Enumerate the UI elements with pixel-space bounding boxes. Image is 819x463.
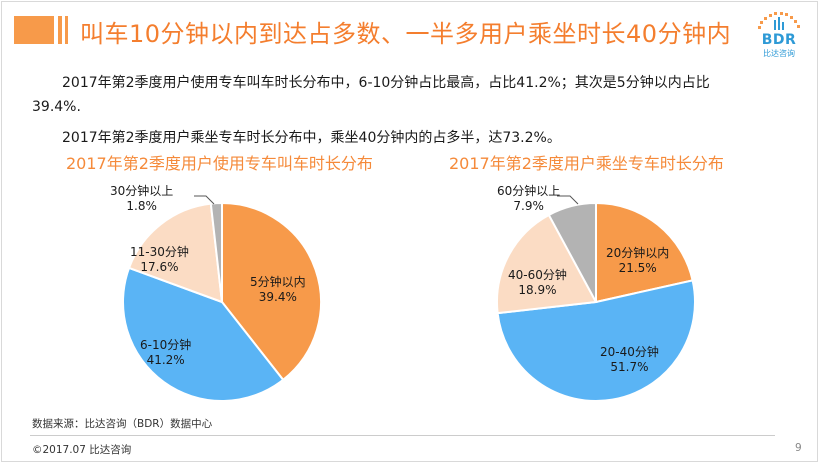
copyright: ©2017.07 比达咨询: [32, 444, 132, 456]
chart-2-leader-line: [557, 195, 579, 205]
footer-divider: [30, 435, 775, 436]
chart-2-slice-1: [595, 201, 694, 304]
logo-subtitle: 比达咨询: [763, 49, 795, 58]
data-source: 数据来源：比达咨询（BDR）数据中心: [32, 418, 213, 430]
chart-1-label-under5: 5分钟以内 39.4%: [250, 275, 306, 304]
logo-arc-icon: [758, 12, 800, 30]
chart-2-label-under20: 20分钟以内 21.5%: [606, 246, 670, 275]
chart-2-label-20-40: 20-40分钟 51.7%: [600, 345, 659, 374]
title-accent-bar: [14, 16, 68, 44]
bdr-logo: BDR 比达咨询: [752, 10, 806, 60]
chart-2-slice-2: [496, 279, 696, 402]
page-number: 9: [795, 442, 802, 454]
chart-2-label-40-60: 40-60分钟 18.9%: [508, 268, 567, 297]
chart-1-slice-1: [221, 201, 322, 382]
summary-paragraph-1-line-1: 2017年第2季度用户使用专车叫车时长分布中，6-10分钟占比最高，占比41.2…: [62, 75, 710, 91]
chart-1-slice-4: [209, 201, 223, 303]
summary-paragraph-1-line-2: 39.4%.: [32, 99, 81, 115]
chart-1-slice-2: [122, 266, 285, 403]
chart-2-label-60plus: 60分钟以上 7.9%: [497, 184, 561, 213]
summary-paragraph-2: 2017年第2季度用户乘坐专车时长分布中，乘坐40分钟内的占多半，达73.2%。: [62, 130, 561, 146]
chart-1-label-6-10: 6-10分钟 41.2%: [140, 338, 192, 367]
chart-2-slice-4: [547, 201, 597, 303]
chart-2-title: 2017年第2季度用户乘坐专车时长分布: [449, 154, 724, 173]
chart-1-slice-3: [127, 202, 224, 304]
page-title: 叫车10分钟以内到达占多数、一半多用户乘坐时长40分钟内: [80, 20, 732, 48]
logo-text: BDR: [761, 32, 797, 48]
chart-1-label-30plus: 30分钟以上 1.8%: [110, 184, 174, 213]
chart-1-title: 2017年第2季度用户使用专车叫车时长分布: [66, 154, 373, 173]
chart-2-slice-3: [496, 213, 598, 315]
chart-1-leader-line: [194, 195, 215, 205]
chart-1-label-11-30: 11-30分钟 17.6%: [130, 245, 189, 274]
